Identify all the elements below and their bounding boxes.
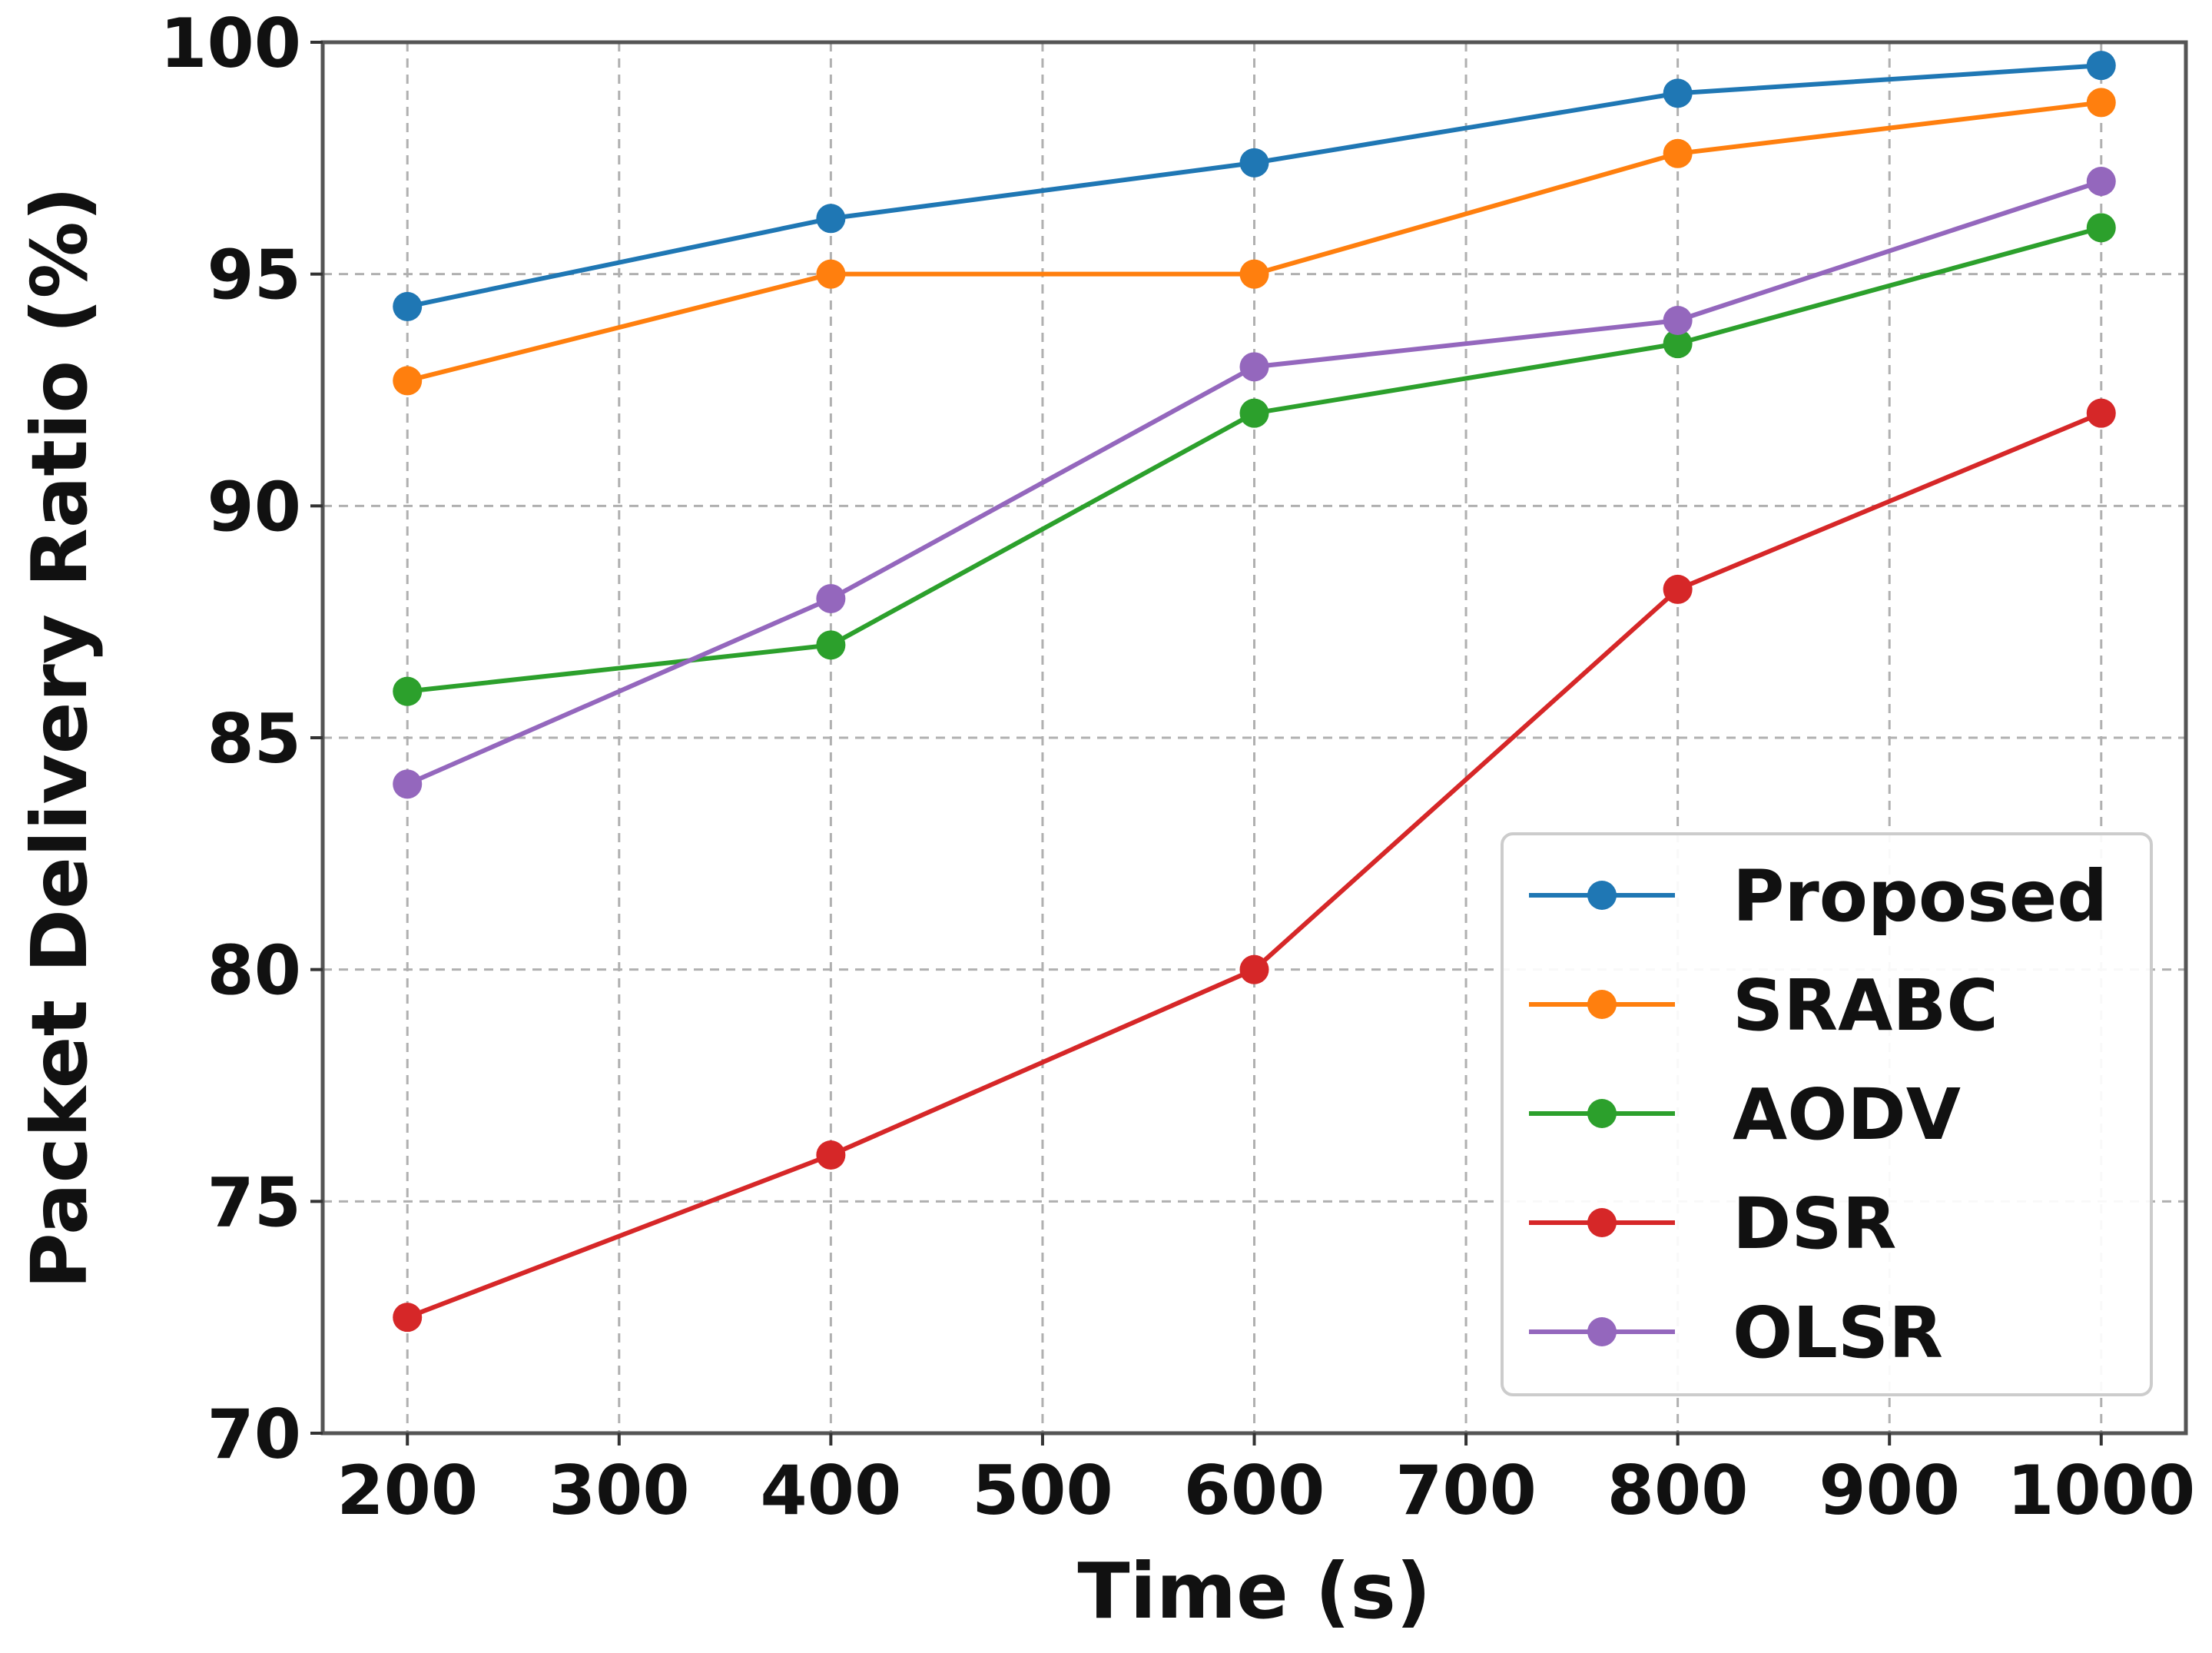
legend-item-srabc: SRABC bbox=[1529, 964, 1998, 1047]
y-axis-label: Packet Delivery Ratio (%) bbox=[15, 186, 104, 1289]
y-tick-label: 85 bbox=[207, 699, 301, 778]
x-tick-label: 700 bbox=[1395, 1451, 1537, 1530]
x-tick-label: 1000 bbox=[2007, 1451, 2195, 1530]
data-point-aodv bbox=[393, 676, 423, 706]
series-olsr bbox=[393, 167, 2116, 799]
data-point-proposed bbox=[2086, 51, 2116, 81]
data-point-aodv bbox=[1663, 329, 1693, 359]
y-tick-label: 70 bbox=[207, 1395, 301, 1474]
legend-label: DSR bbox=[1733, 1183, 1896, 1265]
y-tick-label: 75 bbox=[207, 1163, 301, 1242]
x-axis-label: Time (s) bbox=[1077, 1546, 1431, 1636]
data-point-dsr bbox=[393, 1303, 423, 1333]
legend-box bbox=[1501, 832, 2153, 1396]
series-dsr bbox=[393, 398, 2116, 1333]
legend-label: OLSR bbox=[1733, 1292, 1943, 1374]
x-tick-label: 600 bbox=[1184, 1451, 1325, 1530]
data-point-srabc bbox=[1663, 138, 1693, 168]
legend-item-dsr: DSR bbox=[1529, 1183, 1896, 1265]
y-tick-label: 90 bbox=[207, 467, 301, 546]
data-point-srabc bbox=[2086, 88, 2116, 118]
data-point-dsr bbox=[1239, 954, 1269, 984]
data-point-aodv bbox=[1239, 398, 1269, 428]
x-tick-label: 900 bbox=[1819, 1451, 1960, 1530]
y-tick-label: 100 bbox=[160, 4, 301, 83]
y-tick-label: 80 bbox=[207, 931, 301, 1011]
legend-swatch-marker bbox=[1587, 1317, 1617, 1346]
data-point-olsr bbox=[393, 769, 423, 799]
data-point-proposed bbox=[393, 291, 423, 321]
data-point-dsr bbox=[816, 1140, 846, 1170]
data-point-srabc bbox=[393, 366, 423, 396]
y-tick-label: 95 bbox=[207, 236, 301, 315]
legend-label: SRABC bbox=[1733, 964, 1998, 1047]
legend-item-aodv: AODV bbox=[1529, 1074, 1961, 1156]
x-tick-label: 300 bbox=[549, 1451, 690, 1530]
x-tick-label: 800 bbox=[1607, 1451, 1749, 1530]
data-point-aodv bbox=[2086, 213, 2116, 243]
series-srabc bbox=[393, 88, 2116, 396]
data-point-dsr bbox=[1663, 574, 1693, 604]
x-tick-label: 500 bbox=[972, 1451, 1113, 1530]
x-tick-label: 400 bbox=[761, 1451, 902, 1530]
data-point-proposed bbox=[1663, 78, 1693, 108]
data-point-srabc bbox=[1239, 259, 1269, 289]
legend-swatch-marker bbox=[1587, 990, 1617, 1019]
legend-item-proposed: Proposed bbox=[1529, 855, 2108, 938]
legend-item-olsr: OLSR bbox=[1529, 1292, 1943, 1374]
data-point-aodv bbox=[816, 630, 846, 660]
x-tick-label: 200 bbox=[337, 1451, 478, 1530]
data-point-olsr bbox=[1663, 306, 1693, 335]
series-proposed bbox=[393, 51, 2116, 321]
data-point-olsr bbox=[816, 584, 846, 613]
legend-swatch-marker bbox=[1587, 881, 1617, 910]
data-point-srabc bbox=[816, 259, 846, 289]
legend-label: AODV bbox=[1733, 1074, 1961, 1156]
ticks: 200 300 400 500 600 700 800 900 1000 70 75 80 85 90 95… bbox=[160, 4, 2195, 1530]
series-group bbox=[393, 51, 2116, 1333]
data-point-dsr bbox=[2086, 398, 2116, 428]
legend-label: Proposed bbox=[1733, 855, 2108, 938]
legend: Proposed SRABC AODV DSR OLSR bbox=[1501, 832, 2153, 1396]
data-point-proposed bbox=[1239, 148, 1269, 178]
data-point-proposed bbox=[816, 204, 846, 234]
data-point-olsr bbox=[2086, 167, 2116, 196]
data-point-olsr bbox=[1239, 352, 1269, 382]
legend-swatch-marker bbox=[1587, 1099, 1617, 1128]
legend-swatch-marker bbox=[1587, 1208, 1617, 1237]
